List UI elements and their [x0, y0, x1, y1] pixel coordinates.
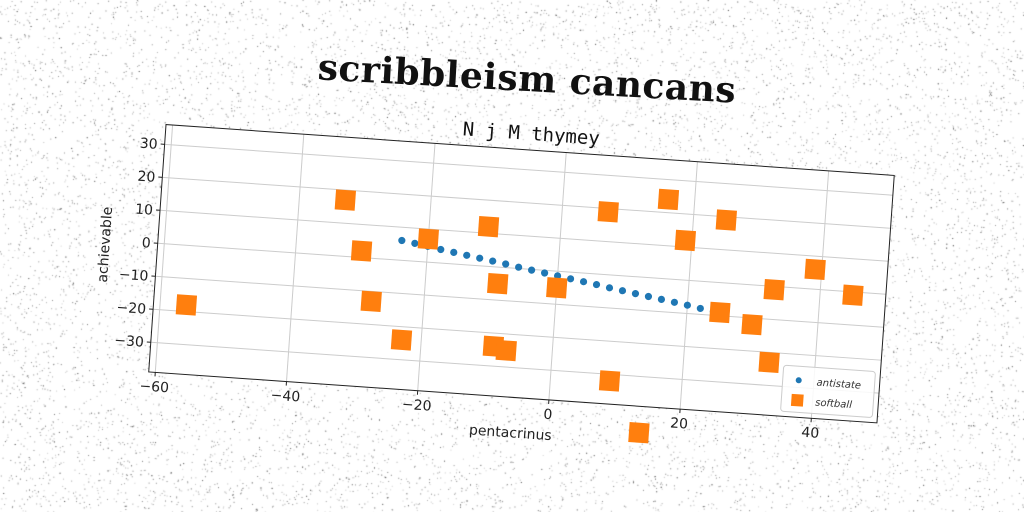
data-point-antistate	[450, 248, 458, 256]
data-point-antistate	[515, 263, 523, 271]
data-point-softball	[175, 294, 198, 316]
data-point-antistate	[644, 292, 653, 301]
legend-box	[780, 364, 876, 418]
data-point-antistate	[398, 236, 406, 245]
data-point-antistate	[502, 260, 510, 268]
data-point-antistate	[670, 298, 679, 306]
data-point-softball	[477, 215, 500, 238]
y-tick-label: −10	[118, 267, 149, 285]
y-tick-label: 0	[141, 235, 151, 252]
data-point-softball	[417, 228, 439, 250]
series-softball	[175, 188, 864, 444]
data-point-antistate	[476, 254, 484, 262]
data-point-antistate	[618, 287, 627, 295]
y-tick-label: 20	[137, 169, 156, 186]
x-grid-line	[154, 124, 174, 373]
data-point-softball	[758, 351, 780, 373]
data-point-softball	[350, 240, 373, 262]
data-point-softball	[597, 201, 619, 223]
data-point-antistate	[631, 290, 640, 298]
series-layer	[175, 188, 864, 444]
y-grid-line	[164, 143, 893, 196]
data-point-softball	[334, 189, 357, 211]
legend: antistate softball	[780, 364, 876, 418]
data-point-softball	[598, 370, 621, 392]
y-tick-label: −20	[116, 300, 147, 318]
data-point-antistate	[463, 251, 471, 259]
x-grid-line	[285, 134, 305, 382]
data-point-antistate	[605, 284, 614, 292]
data-point-softball	[546, 277, 568, 299]
x-tick-label: −40	[270, 388, 301, 406]
y-grid-line	[162, 176, 891, 229]
data-point-softball	[628, 422, 650, 444]
y-tick-label: 30	[139, 136, 158, 153]
data-point-antistate	[657, 295, 666, 303]
data-point-softball	[763, 279, 785, 301]
chart-rotated-group: −60 −40 −20 0 20 40 −30 −20 −10 0 10 20 30 N j M thy…	[95, 118, 895, 444]
data-point-antistate	[683, 301, 691, 309]
data-point-softball	[741, 313, 763, 336]
data-point-softball	[495, 339, 517, 362]
legend-marker-antistate	[795, 377, 802, 384]
x-tick-label: −60	[139, 378, 170, 396]
x-tick-label: 40	[801, 425, 820, 442]
data-point-softball	[804, 258, 826, 281]
y-grid-line	[150, 341, 880, 394]
data-point-antistate	[437, 245, 445, 254]
chart-title: N j M thymey	[462, 118, 600, 150]
x-axis-label: pentacrinus	[468, 422, 552, 444]
data-point-antistate	[579, 278, 588, 286]
data-point-softball	[360, 290, 382, 312]
axis-ticks: −60 −40 −20 0 20 40 −30 −20 −10 0 10 20 30	[114, 136, 820, 442]
plot-frame	[148, 124, 895, 424]
y-grid-line	[159, 209, 889, 262]
y-tick-label: −30	[114, 333, 145, 351]
data-point-antistate	[489, 257, 497, 265]
data-point-softball	[842, 284, 864, 306]
y-tick-label: 10	[135, 202, 154, 219]
legend-label-softball: softball	[815, 398, 853, 412]
x-tick-label: 0	[543, 407, 553, 424]
x-tick-label: −20	[401, 397, 432, 415]
legend-marker-softball	[790, 393, 804, 407]
data-point-antistate	[566, 275, 575, 283]
data-point-softball	[657, 188, 680, 211]
data-point-antistate	[541, 269, 549, 277]
data-point-antistate	[528, 266, 536, 274]
data-point-softball	[487, 272, 509, 295]
legend-label-antistate: antistate	[816, 378, 861, 392]
x-grid-line	[679, 161, 698, 410]
data-point-antistate	[696, 304, 704, 313]
data-point-softball	[674, 229, 696, 252]
y-axis-label: achievable	[95, 206, 116, 283]
data-point-softball	[715, 209, 737, 231]
data-point-softball	[709, 301, 731, 324]
data-point-antistate	[411, 239, 419, 247]
x-tick-label: 20	[670, 415, 689, 432]
x-grid-line	[417, 143, 436, 391]
data-point-antistate	[592, 280, 601, 289]
data-point-softball	[390, 329, 413, 351]
